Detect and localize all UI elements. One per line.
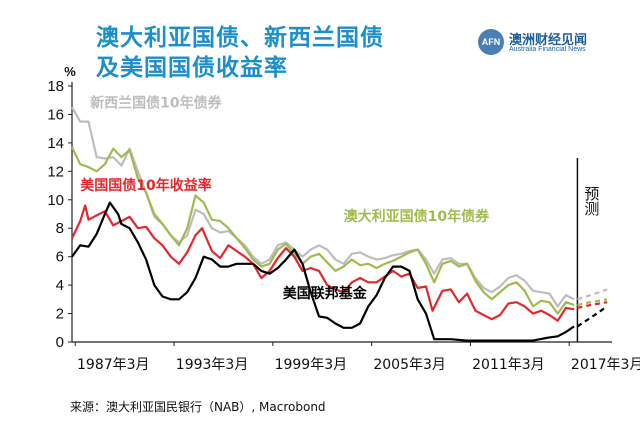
afn-logo-mark: AFN <box>478 29 504 55</box>
series-label-nz: 新西兰国债10年债券 <box>90 94 222 111</box>
chart-axes: 0 2 4 6 8 10 12 14 16 18% 1987年3月 1993年3月 1999年3月 200… <box>47 64 640 373</box>
series-label-au: 澳大利亚国债10年债券 <box>344 208 490 225</box>
forecast-label: 预测 <box>582 186 600 216</box>
series-label-fed: 美国联邦基金 <box>283 285 368 302</box>
series-forecast-line-fed <box>576 305 608 328</box>
x-tick-label: 2017年3月 <box>571 357 640 373</box>
y-tick-label: 16 <box>47 106 64 123</box>
y-tick-label: 18 <box>47 78 64 95</box>
y-tick-label: 0 <box>56 334 64 351</box>
series-label-us10: 美国国债10年收益率 <box>80 177 211 194</box>
y-tick-label: 2 <box>56 306 64 323</box>
series-line-au <box>71 146 575 315</box>
y-tick-label: 8 <box>56 220 64 237</box>
y-tick-label: 4 <box>56 277 64 294</box>
chart-title-line1: 澳大利亚国债、新西兰国债 <box>96 25 384 51</box>
series-line-nz <box>71 106 575 308</box>
afn-logo: AFN 澳洲财经见闻 Australia Financial News <box>478 28 628 62</box>
x-tick-label: 2005年3月 <box>373 357 446 373</box>
afn-logo-name-cn: 澳洲财经见闻 <box>509 33 588 48</box>
series-line-us10 <box>71 204 575 322</box>
source-note: 来源：澳大利亚国民银行（NAB）, Macrobond <box>70 400 326 414</box>
y-tick-label: 12 <box>47 163 64 180</box>
x-tick-label: 1999年3月 <box>275 357 348 373</box>
y-axis-unit-label: % <box>64 64 76 79</box>
chart-series-lines <box>71 106 608 342</box>
series-forecast-line-us10 <box>577 301 608 309</box>
y-tick-label: 10 <box>47 192 64 209</box>
y-tick-label: 14 <box>47 135 64 152</box>
series-line-fed <box>71 201 575 342</box>
x-tick-label: 1993年3月 <box>176 357 249 373</box>
afn-logo-name-en: Australia Financial News <box>509 46 586 53</box>
yield-line-chart: 0 2 4 6 8 10 12 14 16 18% 1987年3月 1993年3月 1999年3月 200… <box>47 64 640 373</box>
series-forecast-line-au <box>577 298 608 307</box>
x-tick-label: 1987年3月 <box>77 357 150 373</box>
y-tick-label: 6 <box>56 249 64 266</box>
series-forecast-line-nz <box>577 288 608 301</box>
x-tick-label: 2011年3月 <box>472 357 545 373</box>
chart-title-line2: 及美国国债收益率 <box>96 55 288 81</box>
